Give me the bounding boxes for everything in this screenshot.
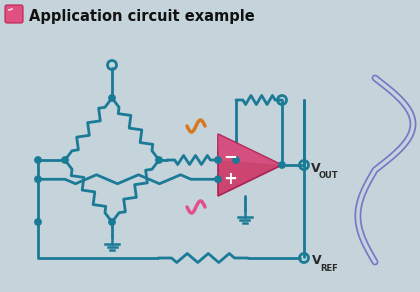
FancyBboxPatch shape <box>5 5 23 23</box>
Text: OUT: OUT <box>319 171 339 180</box>
Circle shape <box>109 95 115 101</box>
Circle shape <box>215 176 221 182</box>
Circle shape <box>215 157 221 163</box>
Text: REF: REF <box>320 264 338 273</box>
Circle shape <box>35 157 41 163</box>
Text: −: − <box>223 147 237 165</box>
Circle shape <box>109 219 115 225</box>
Text: V: V <box>311 161 320 175</box>
Circle shape <box>35 219 41 225</box>
Polygon shape <box>218 134 282 196</box>
Text: +: + <box>223 170 237 188</box>
Circle shape <box>279 162 285 168</box>
Circle shape <box>62 157 68 163</box>
Circle shape <box>156 157 162 163</box>
Circle shape <box>233 157 239 163</box>
Polygon shape <box>218 134 282 165</box>
Circle shape <box>35 176 41 182</box>
Text: Application circuit example: Application circuit example <box>29 8 255 23</box>
Text: V: V <box>312 255 322 267</box>
